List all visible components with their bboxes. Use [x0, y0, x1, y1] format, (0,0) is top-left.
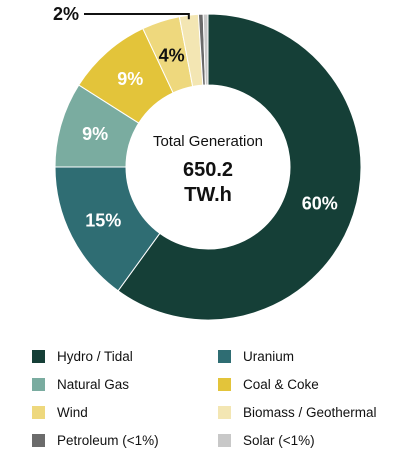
legend-label: Uranium	[243, 348, 295, 364]
center-unit: TW.h	[184, 184, 232, 206]
legend-label: Solar (<1%)	[243, 432, 315, 448]
legend-swatch	[218, 433, 231, 447]
legend-swatch	[218, 349, 231, 363]
donut-labels: 60% 15% 9% 9% 4%	[82, 45, 338, 230]
donut-chart: 60% 15% 9% 9% 4% 2% Total Generation 650.2 T…	[53, 4, 362, 321]
legend-swatch	[32, 377, 45, 391]
legend-label: Petroleum (<1%)	[57, 432, 159, 448]
legend-swatch	[218, 377, 231, 391]
legend-swatch	[32, 405, 45, 419]
slice-hydro-tidal	[117, 13, 362, 321]
legend-item-biomass-geothermal: Biomass / Geothermal	[218, 403, 377, 421]
center-value: 650.2	[183, 159, 233, 181]
legend-swatch	[32, 349, 45, 363]
legend-swatch	[218, 405, 231, 419]
legend-label: Natural Gas	[57, 376, 130, 392]
slice-label-biomass: 2%	[53, 4, 79, 24]
slice-solar-1	[202, 13, 209, 86]
legend-item-uranium: Uranium	[218, 347, 294, 365]
donut-center: Total Generation 650.2 TW.h	[153, 133, 263, 206]
legend-item-solar-1: Solar (<1%)	[218, 431, 315, 449]
legend-item-natural-gas: Natural Gas	[32, 375, 129, 393]
legend-item-hydro-tidal: Hydro / Tidal	[32, 347, 133, 365]
slice-label-coal-coke: 9%	[117, 69, 143, 89]
legend-label: Hydro / Tidal	[57, 348, 133, 364]
slice-label-uranium: 15%	[85, 210, 121, 230]
legend-item-petroleum-1: Petroleum (<1%)	[32, 431, 159, 449]
center-title: Total Generation	[153, 133, 263, 150]
legend-label: Wind	[57, 404, 88, 420]
legend-item-coal-coke: Coal & Coke	[218, 375, 319, 393]
legend-swatch	[32, 433, 45, 447]
legend-item-wind: Wind	[32, 403, 88, 421]
legend-label: Biomass / Geothermal	[243, 404, 377, 420]
legend-label: Coal & Coke	[243, 376, 319, 392]
donut-slices	[54, 13, 362, 321]
slice-label-natural-gas: 9%	[82, 124, 108, 144]
callout-line-biomass	[84, 13, 190, 20]
slice-label-hydro-tidal: 60%	[302, 193, 338, 213]
slice-label-wind: 4%	[159, 45, 185, 65]
legend: Hydro / Tidal Uranium Natural Gas Coal & Co…	[0, 342, 411, 463]
